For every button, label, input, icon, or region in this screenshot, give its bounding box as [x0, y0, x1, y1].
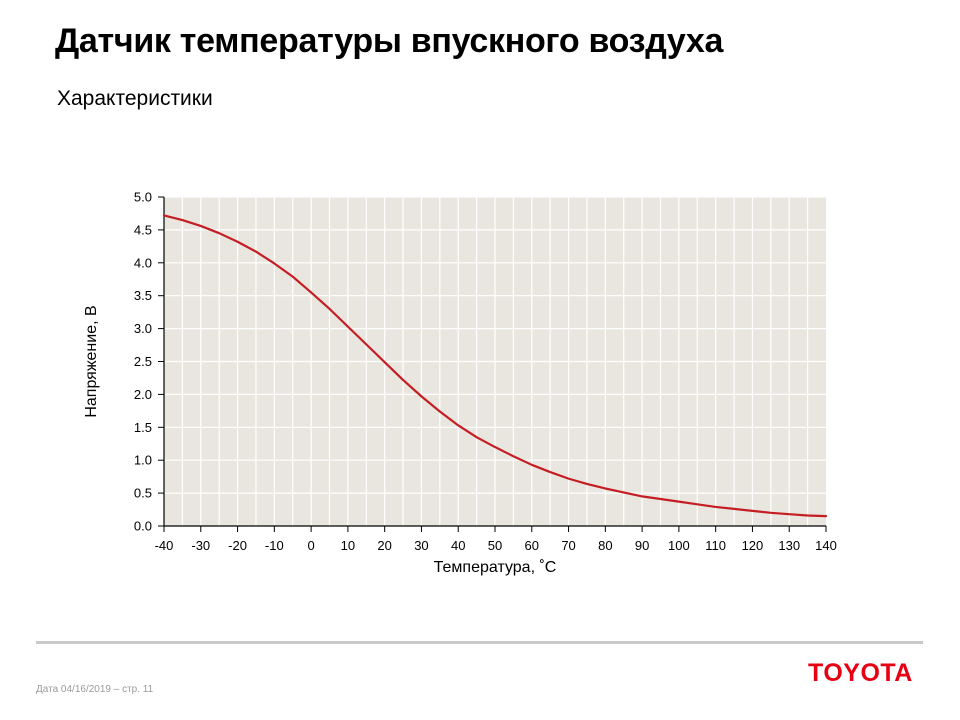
x-tick-label: 0: [307, 538, 314, 553]
y-tick-label: 0.5: [134, 486, 152, 501]
x-tick-label: 100: [668, 538, 690, 553]
y-tick-label: 1.0: [134, 453, 152, 468]
toyota-logo: TOYOTA: [808, 659, 913, 687]
page-subtitle: Характеристики: [57, 87, 213, 110]
x-tick-label: 120: [742, 538, 764, 553]
x-tick-label: 30: [414, 538, 428, 553]
y-tick-label: 2.0: [134, 387, 152, 402]
x-tick-label: -40: [155, 538, 174, 553]
footer-divider: [36, 641, 923, 644]
y-tick-label: 3.5: [134, 288, 152, 303]
y-tick-label: 5.0: [134, 190, 152, 205]
x-tick-label: -10: [265, 538, 284, 553]
y-tick-label: 3.0: [134, 321, 152, 336]
y-tick-label: 2.5: [134, 354, 152, 369]
series-line-voltage: [162, 214, 828, 518]
x-tick-label: 20: [377, 538, 391, 553]
x-tick-label: -30: [191, 538, 210, 553]
footer-date-page: Дата 04/16/2019 – стр. 11: [36, 684, 154, 695]
x-tick-label: 70: [561, 538, 575, 553]
x-tick-label: 10: [341, 538, 355, 553]
x-tick-label: 140: [815, 538, 837, 553]
x-tick-label: 50: [488, 538, 502, 553]
y-tick-label: 0.0: [134, 519, 152, 534]
x-tick-label: 110: [705, 538, 726, 553]
page-title: Датчик температуры впускного воздуха: [55, 22, 724, 60]
x-tick-label: -20: [228, 538, 247, 553]
y-tick-label: 4.5: [134, 222, 152, 237]
x-axis-label: Температура, ˚C: [434, 559, 557, 576]
x-tick-label: 80: [598, 538, 612, 553]
y-tick-label: 4.0: [134, 255, 152, 270]
x-tick-label: 90: [635, 538, 649, 553]
y-axis-label: Напряжение, В: [83, 305, 100, 417]
y-tick-label: 1.5: [134, 420, 152, 435]
x-tick-label: 40: [451, 538, 465, 553]
x-tick-label: 130: [778, 538, 800, 553]
x-tick-label: 60: [525, 538, 539, 553]
